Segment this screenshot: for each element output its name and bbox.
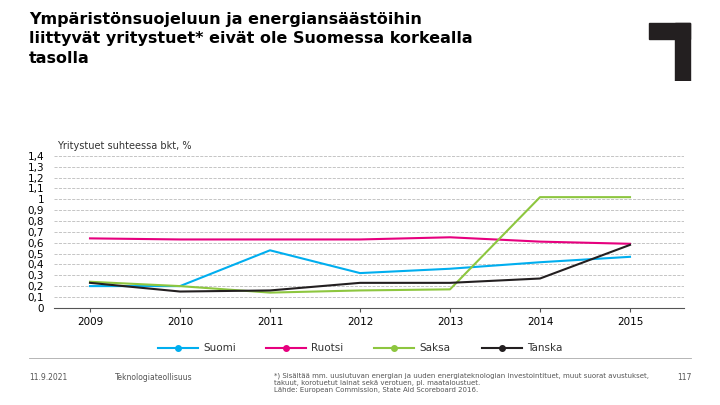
Text: Yritystuet suhteessa bkt, %: Yritystuet suhteessa bkt, % xyxy=(57,141,192,151)
Text: *) Sisältää mm. uusiutuvan energian ja uuden energiateknologian investointituet,: *) Sisältää mm. uusiutuvan energian ja u… xyxy=(274,373,649,393)
Text: Suomi: Suomi xyxy=(203,343,235,353)
Text: 117: 117 xyxy=(677,373,691,382)
Text: Tanska: Tanska xyxy=(527,343,562,353)
Bar xyxy=(675,23,690,81)
Text: Ympäristönsuojeluun ja energiansäästöihin
liittyvät yritystuet* eivät ole Suomes: Ympäristönsuojeluun ja energiansäästöihi… xyxy=(29,12,472,66)
Text: Saksa: Saksa xyxy=(419,343,450,353)
Text: Ruotsi: Ruotsi xyxy=(311,343,343,353)
Bar xyxy=(649,23,690,39)
Text: Teknologiateollisuus: Teknologiateollisuus xyxy=(115,373,193,382)
Text: 11.9.2021: 11.9.2021 xyxy=(29,373,67,382)
